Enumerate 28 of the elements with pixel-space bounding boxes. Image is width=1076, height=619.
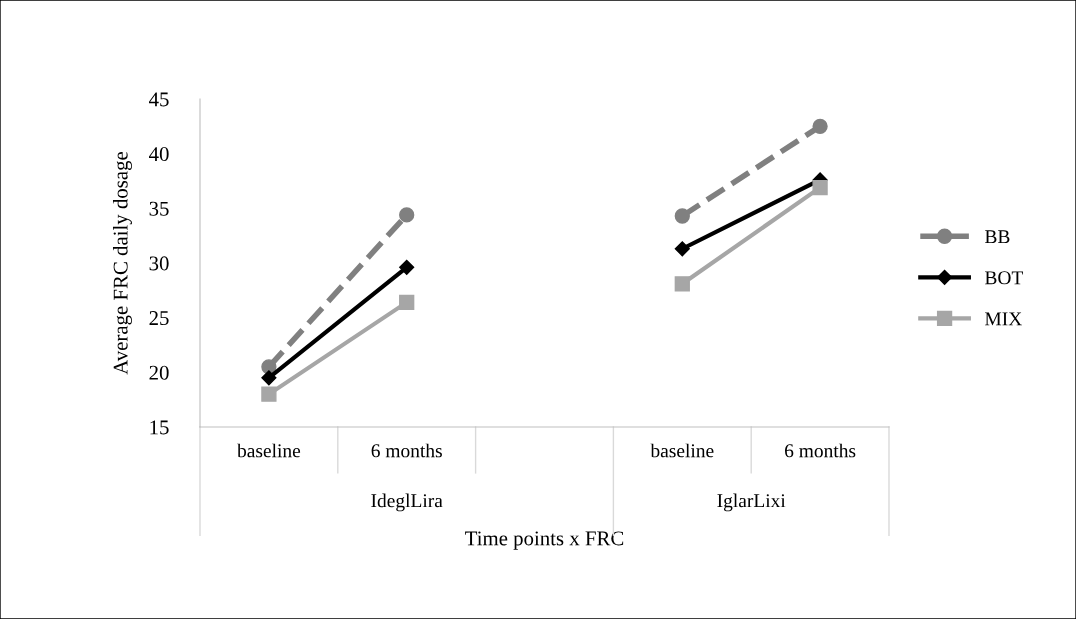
legend-label: MIX: [985, 312, 1022, 326]
point: [261, 370, 277, 386]
y-tick-label: 15: [150, 420, 169, 435]
x-tick-label: baseline: [650, 443, 714, 458]
y-tick-label: 20: [149, 365, 169, 380]
y-axis-title: Average FRC daily dosage: [112, 151, 132, 375]
point: [674, 276, 690, 292]
legend-label: BB: [985, 230, 1010, 244]
x-axis-title: Time points x FRC: [465, 531, 624, 550]
y-tick-label: 30: [149, 256, 169, 271]
x-tick-label: 6 months: [371, 443, 442, 458]
point: [399, 207, 415, 223]
y-tick-label: 25: [149, 311, 169, 326]
y-tick-label: 35: [149, 201, 169, 216]
x-tick-label: 6 months: [785, 443, 856, 458]
y-tick-label: 40: [149, 147, 169, 162]
y-tick-label: 45: [149, 92, 169, 107]
x-tick-label: baseline: [237, 443, 301, 458]
point: [261, 386, 277, 402]
text: IdeglLira: [371, 493, 443, 512]
text: IglarLixi: [717, 493, 786, 512]
point: [399, 294, 415, 310]
point: [812, 118, 828, 134]
point: [674, 208, 690, 224]
legend-label: BOT: [985, 271, 1024, 285]
point: [674, 241, 690, 257]
point: [812, 179, 828, 196]
point: [399, 259, 415, 275]
